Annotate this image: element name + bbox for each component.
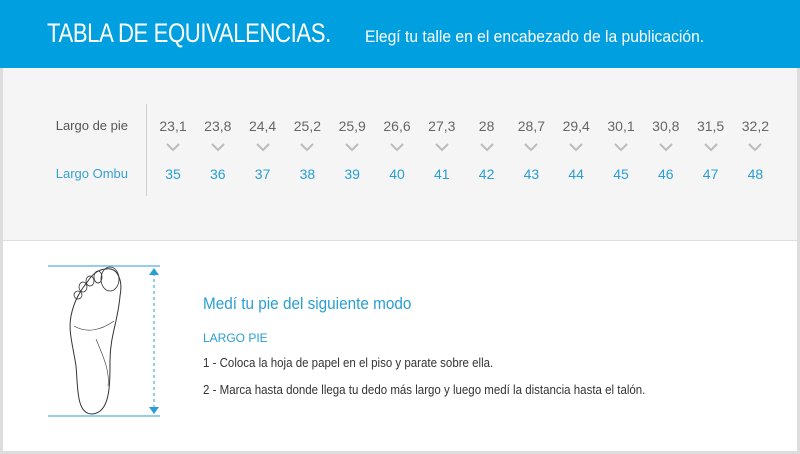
ombu-size-value: 45 [613,166,629,182]
foot-length-value: 23,1 [159,118,187,134]
chevron-down-icon [479,143,494,152]
page-subtitle: Elegí tu talle en el encabezado de la pu… [365,27,705,46]
measure-instructions: Medí tu pie del siguiente modo LARGO PIE… [0,241,800,454]
foot-length-value: 30,1 [607,118,635,134]
chevron-down-icon [703,143,718,152]
ombu-size-value: 36 [210,166,226,182]
chevron-down-icon [211,143,225,152]
foot-length-value: 28,7 [517,118,546,134]
chevron-down-icon [345,143,359,152]
chevron-down-icon [748,143,763,152]
foot-length-value: 25,2 [293,118,322,134]
ombu-size-value: 44 [568,166,584,182]
header: TABLA DE EQUIVALENCIAS. Elegí tu talle e… [0,0,800,68]
ombu-size-value: 37 [254,166,271,182]
foot-length-value: 29,4 [562,118,590,134]
foot-length-value: 24,4 [248,118,277,134]
ombu-size-value: 38 [299,166,316,182]
foot-measure-illustration [48,265,160,417]
chevron-down-icon [524,143,539,152]
foot-length-value: 26,6 [383,118,411,134]
chevron-down-icon [435,143,449,152]
chevron-down-icon [255,143,270,152]
ombu-size-value: 42 [478,166,495,182]
foot-length-value: 32,2 [741,118,770,134]
chevron-down-icon [390,143,404,152]
chevron-down-icon [614,143,628,152]
ombu-size-value: 39 [344,166,360,182]
foot-length-value: 23,8 [204,118,232,134]
instructions-heading: Medí tu pie del siguiente modo [203,294,412,313]
ombu-size-value: 47 [702,166,719,182]
chevron-down-icon [166,143,180,152]
ombu-size-value: 43 [523,166,540,182]
foot-length-value: 28 [478,118,495,134]
ombu-size-value: 41 [434,166,450,182]
ombu-size-value: 48 [747,166,764,182]
foot-length-value: 31,5 [696,118,725,134]
chevron-down-icon [569,143,583,152]
instruction-step: 1 - Coloca la hoja de papel en el piso y… [203,356,494,370]
page-title: TABLA DE EQUIVALENCIAS. [47,18,331,48]
chevron-down-icon [659,143,673,152]
ombu-size-value: 35 [165,166,181,182]
foot-length-value: 27,3 [428,118,456,134]
chevron-down-icon [300,143,315,152]
ombu-size-value: 40 [389,166,405,182]
size-table: Largo de pie Largo Ombu 23,1 35 23,8 36 24… [0,68,800,241]
instruction-step: 2 - Marca hasta donde llega tu dedo más … [203,383,646,397]
row-label-ombu-size: Largo Ombu [55,166,128,181]
instructions-subheading: LARGO PIE [203,331,268,345]
row-label-foot-length: Largo de pie [55,118,128,133]
divider [146,104,147,196]
foot-length-value: 25,9 [338,118,366,134]
foot-length-value: 30,8 [652,118,680,134]
ombu-size-value: 46 [658,166,674,182]
